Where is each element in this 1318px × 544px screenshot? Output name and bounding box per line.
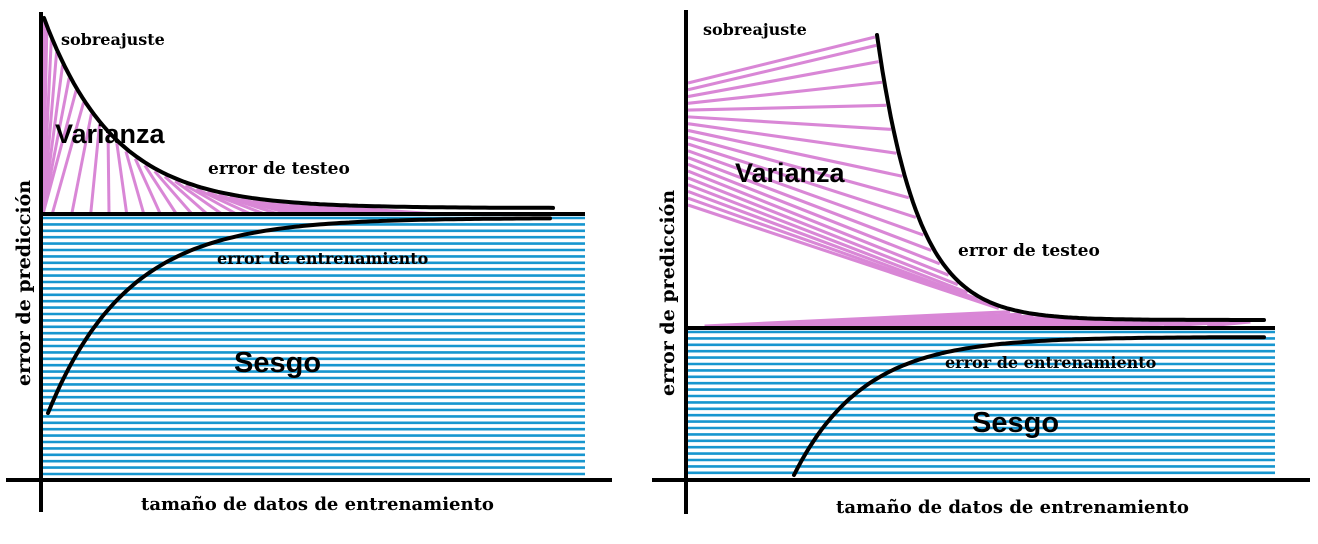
left-test-error-label: error de testeo [208, 159, 350, 179]
right-variance-hatch-line [687, 189, 979, 301]
left-variance-hatch-line [229, 195, 293, 216]
right-variance-hatch-line [687, 162, 941, 266]
right-test-error-curve [875, 33, 1266, 322]
right-panel: sobreajuste Varianza error de testeo err… [652, 10, 1310, 518]
left-variance-label: Varianza [55, 119, 166, 149]
left-train-error-label: error de entrenamiento [217, 249, 429, 268]
left-variance-hatch-line [163, 175, 209, 216]
left-variance-hatch-line [195, 187, 252, 216]
left-variance-region [41, 20, 439, 216]
right-variance-label: Varianza [735, 158, 846, 188]
right-variance-region [687, 35, 1251, 328]
right-variance-hatch-line [687, 176, 959, 287]
left-panel: sobreajuste Varianza error de testeo err… [6, 12, 612, 515]
left-variance-hatch-line [89, 124, 102, 215]
right-variance-hatch-line [687, 43, 877, 92]
right-variance-hatch-line [687, 128, 903, 178]
left-variance-hatch-line [41, 77, 71, 215]
right-overfit-label: sobreajuste [703, 20, 807, 39]
right-x-axis-label: tamaño de datos de entrenamiento [836, 497, 1189, 518]
right-variance-hatch-line [687, 60, 879, 99]
right-training-error-curve [792, 335, 1266, 477]
right-variance-hatch-line [687, 142, 917, 219]
right-variance-hatch-line [687, 183, 969, 295]
left-x-axis-label: tamaño de datos de entrenamiento [141, 494, 494, 515]
left-training-error-curve [46, 216, 552, 415]
left-overfit-label: sobreajuste [61, 30, 165, 49]
left-test-error-curve [42, 16, 555, 210]
right-variance-hatch-line [687, 156, 932, 252]
right-variance-hatch-line [687, 149, 924, 237]
left-variance-hatch-line [133, 158, 162, 215]
right-variance-hatch-line [687, 115, 892, 131]
left-variance-hatch-line [115, 142, 129, 215]
right-variance-hatch-line [1207, 320, 1251, 328]
left-bias-label: Sesgo [234, 347, 321, 379]
right-test-error-label: error de testeo [958, 241, 1100, 261]
left-variance-hatch-line [240, 197, 306, 216]
left-variance-hatch-line [184, 184, 238, 216]
left-variance-hatch-line [70, 113, 93, 215]
left-variance-hatch-line [50, 102, 86, 215]
right-y-axis-label: error de predicción [657, 190, 679, 396]
right-bias-region [688, 330, 1275, 475]
left-y-axis-label: error de predicción [13, 180, 35, 386]
left-variance-hatch-line [217, 193, 279, 216]
right-train-error-label: error de entrenamiento [945, 353, 1157, 372]
left-variance-hatch-line [143, 164, 178, 215]
right-variance-hatch-line [687, 122, 897, 155]
left-variance-hatch-line [124, 150, 146, 215]
left-variance-hatch-line [174, 180, 223, 216]
left-variance-hatch-line [153, 170, 194, 215]
left-bias-region [43, 216, 585, 476]
right-variance-hatch-line [687, 169, 950, 277]
right-variance-hatch-line [687, 35, 876, 85]
right-variance-hatch-line [687, 80, 883, 105]
right-variance-hatch-line [687, 103, 887, 112]
right-variance-hatch-line [1163, 320, 1234, 328]
left-variance-hatch-line [41, 90, 78, 215]
left-variance-hatch-line [206, 190, 266, 216]
left-variance-hatch-line [106, 134, 111, 215]
right-variance-hatch-line [687, 135, 910, 200]
right-bias-label: Sesgo [972, 407, 1059, 439]
right-variance-hatch-line [687, 203, 1000, 310]
